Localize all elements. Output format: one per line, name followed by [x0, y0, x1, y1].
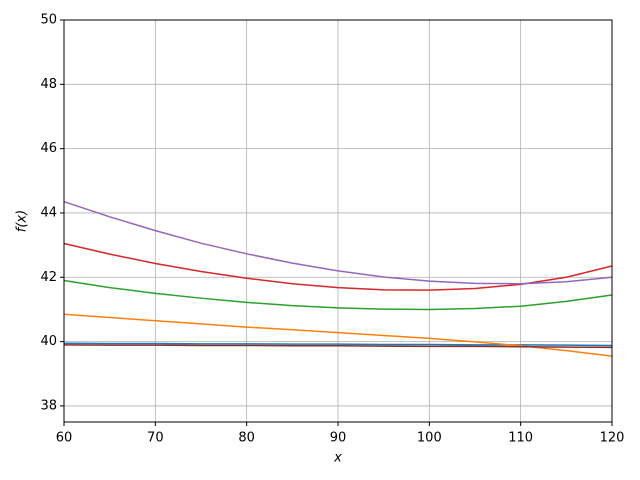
y-tick-label: 42	[40, 270, 57, 285]
line	[63, 200, 613, 285]
x-tick-label: 60	[56, 431, 73, 446]
line	[63, 313, 613, 357]
line	[63, 344, 613, 349]
x-tick-label: 70	[147, 431, 164, 446]
y-tick-label: 46	[40, 141, 57, 156]
x-axis-label: x	[333, 451, 342, 466]
y-tick-label: 40	[40, 334, 57, 349]
line	[63, 342, 613, 347]
x-tick-label: 90	[330, 431, 347, 446]
y-tick-label: 48	[40, 77, 57, 92]
y-tick-label: 44	[40, 205, 57, 220]
x-tick-label: 80	[238, 431, 255, 446]
x-tick-label: 100	[417, 431, 442, 446]
y-axis-label: f(x)	[15, 210, 30, 232]
y-tick-label: 38	[40, 398, 57, 413]
x-tick-label: 110	[508, 431, 533, 446]
y-tick-label: 50	[40, 13, 57, 28]
x-tick-label: 120	[600, 431, 625, 446]
line	[63, 279, 613, 311]
plot-frame	[63, 19, 613, 423]
